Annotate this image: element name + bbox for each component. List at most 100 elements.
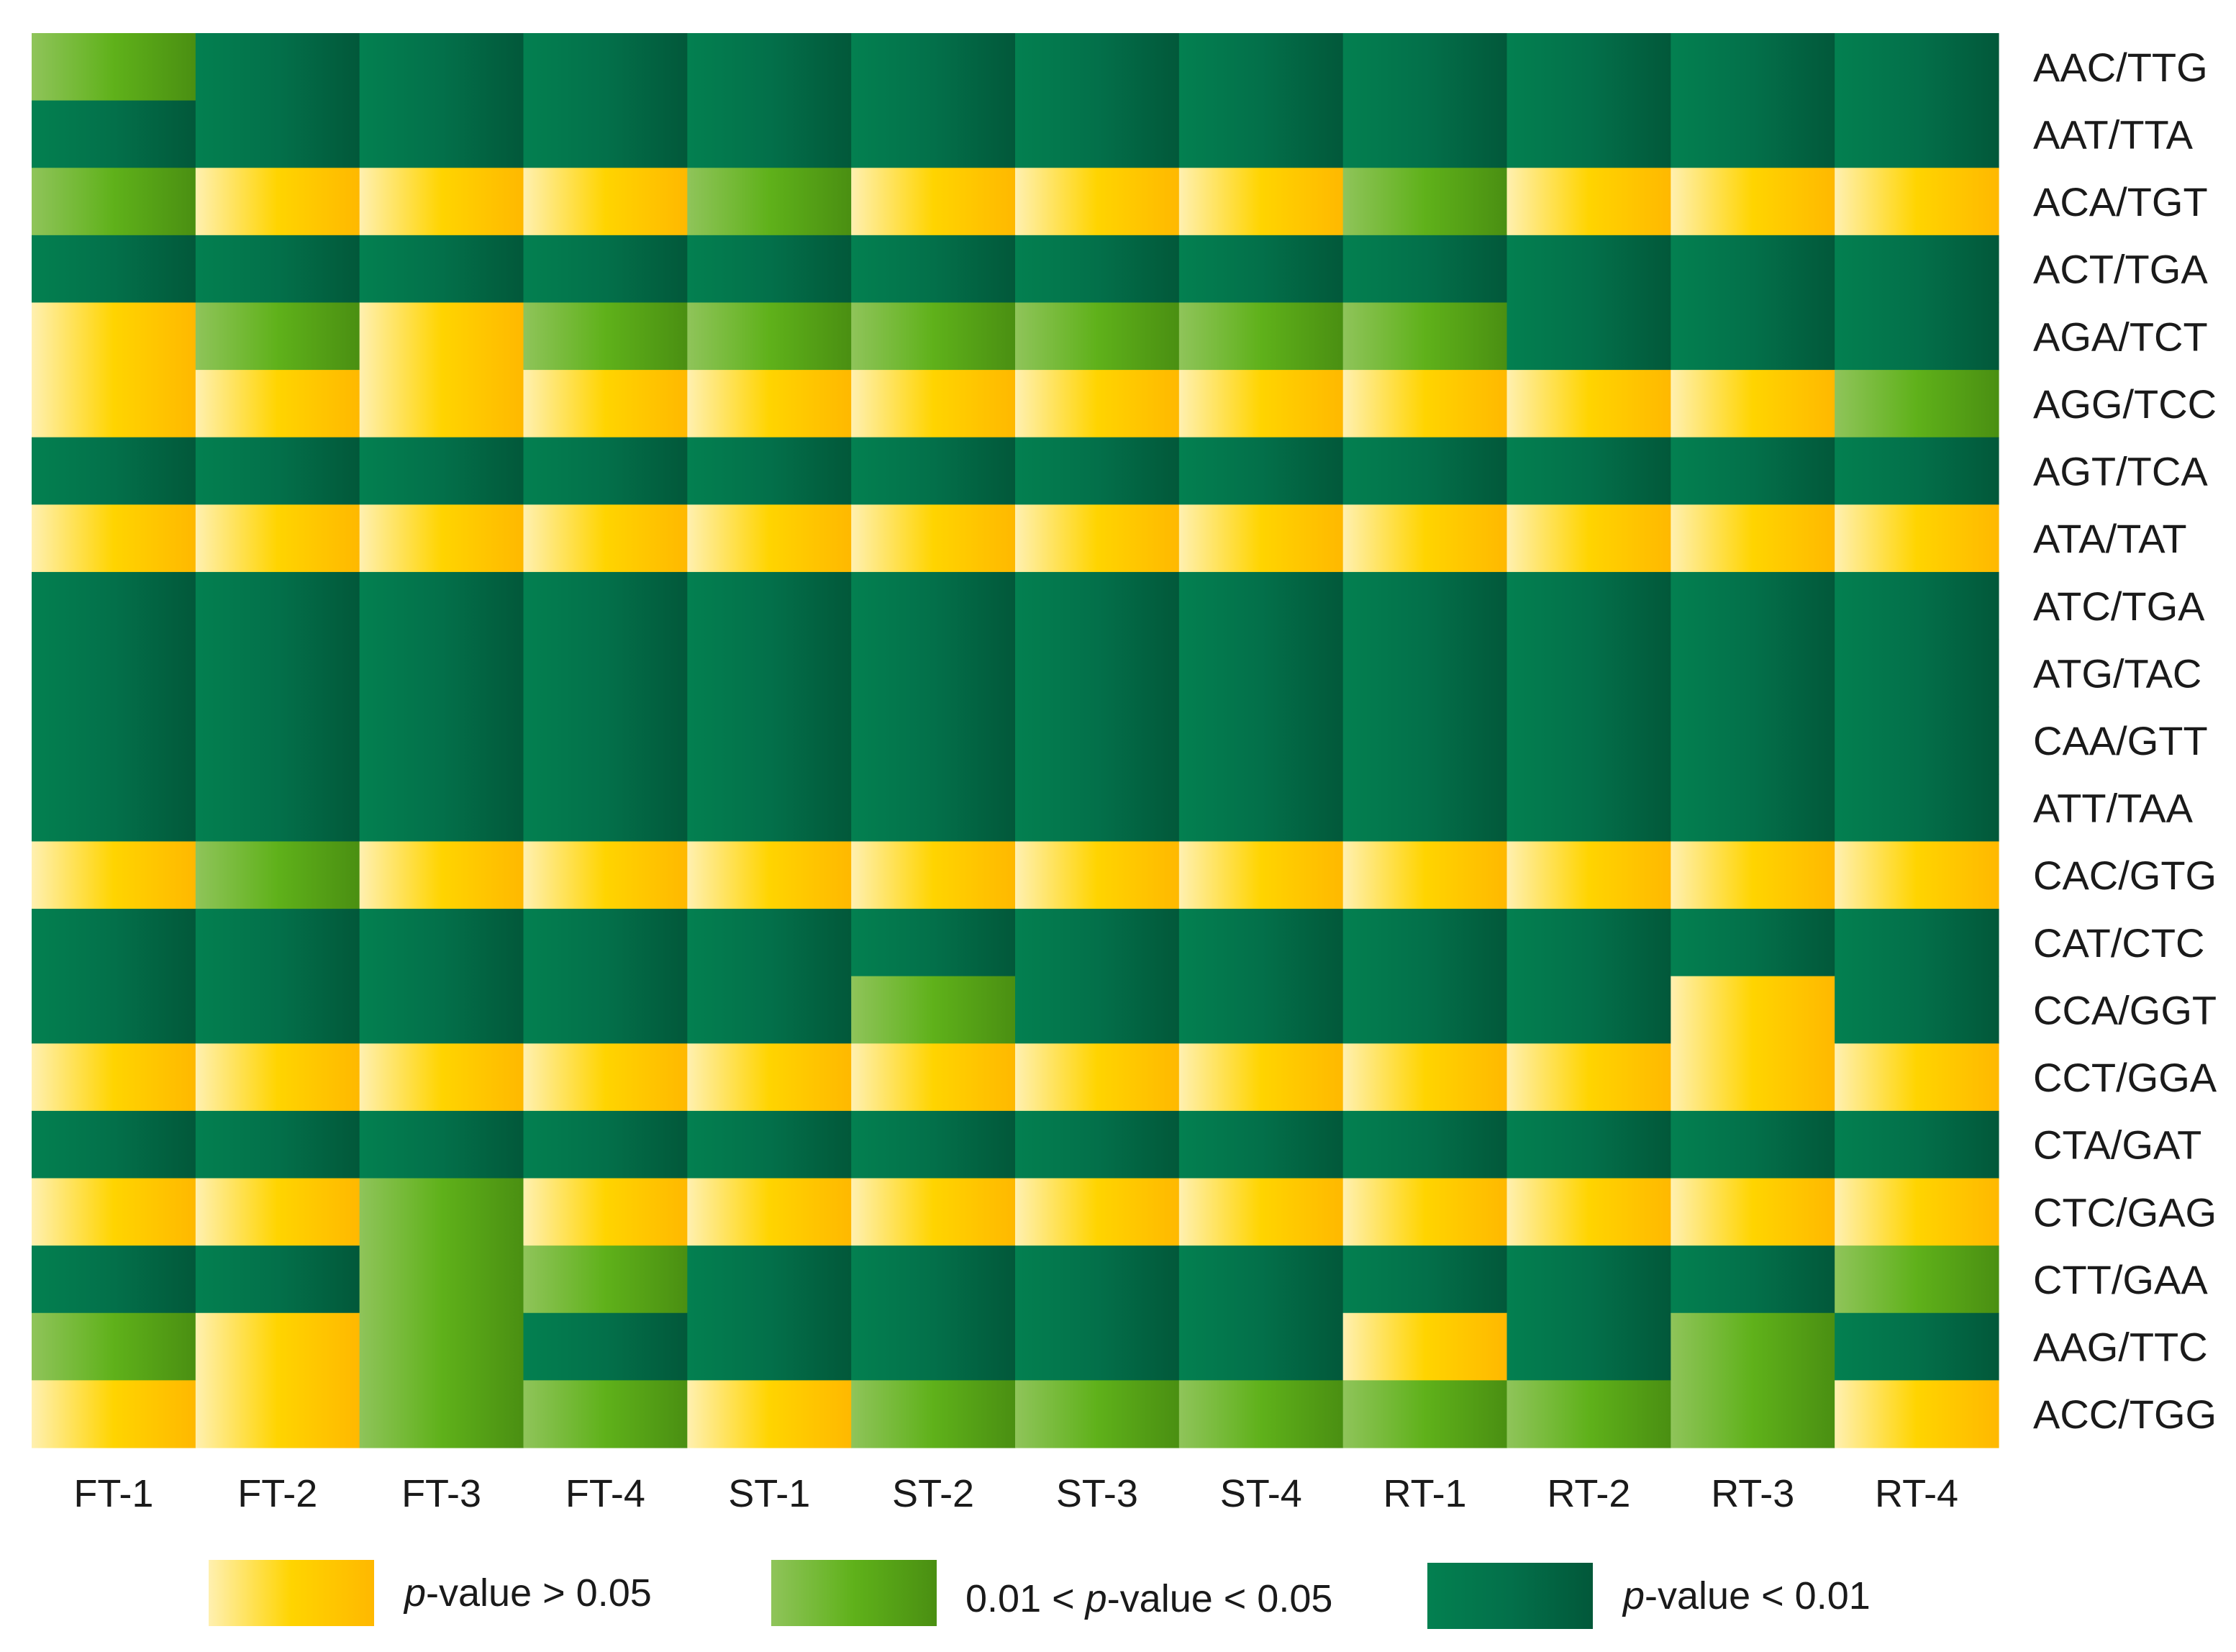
- heatmap-cell: [195, 370, 360, 438]
- heatmap-cell: [1506, 235, 1671, 304]
- heatmap-cell: [195, 437, 360, 505]
- column-label: FT-4: [565, 1472, 645, 1515]
- heatmap-cell: [851, 1178, 1016, 1246]
- heatmap-cell: [32, 909, 196, 977]
- heatmap-cell: [1835, 33, 1999, 101]
- heatmap-cell: [1178, 504, 1344, 573]
- heatmap-cell: [359, 571, 524, 640]
- heatmap-cell: [851, 571, 1016, 640]
- column-label: RT-3: [1711, 1472, 1794, 1515]
- heatmap-cell: [1342, 437, 1508, 505]
- heatmap-cell: [359, 909, 524, 977]
- heatmap-cell: [195, 909, 360, 977]
- heatmap-cell: [687, 504, 852, 573]
- heatmap-cell: [359, 437, 524, 505]
- heatmap-cell: [1015, 437, 1180, 505]
- heatmap-cell: [195, 1245, 360, 1314]
- heatmap-cell: [1342, 504, 1508, 573]
- heatmap-cell: [1671, 1178, 1835, 1246]
- heatmap-cell: [851, 437, 1016, 505]
- heatmap-cell: [523, 707, 688, 775]
- row-label: CTC/GAG: [2033, 1189, 2217, 1235]
- heatmap-cell: [1506, 707, 1671, 775]
- heatmap-cell: [1178, 1043, 1344, 1112]
- heatmap-cell: [1506, 1110, 1671, 1179]
- heatmap-cell: [1671, 302, 1835, 371]
- heatmap-cell: [1835, 168, 1999, 236]
- heatmap-cell: [1506, 773, 1671, 843]
- heatmap-cell: [851, 370, 1016, 438]
- heatmap-cell: [687, 100, 852, 168]
- heatmap-cell: [1342, 168, 1508, 236]
- heatmap-cell: [1835, 302, 1999, 371]
- heatmap-cell: [1178, 168, 1344, 236]
- heatmap-cell: [1015, 302, 1180, 371]
- heatmap-cell: [687, 1110, 852, 1179]
- heatmap-cell: [1671, 168, 1835, 236]
- heatmap-cell: [851, 976, 1016, 1044]
- heatmap-cell: [32, 302, 196, 371]
- heatmap-cell: [1671, 33, 1835, 101]
- heatmap-cell: [359, 1245, 524, 1314]
- heatmap-cell: [1342, 302, 1508, 371]
- heatmap-cell: [687, 571, 852, 640]
- heatmap-cell: [523, 841, 688, 909]
- heatmap-cell: [687, 235, 852, 304]
- heatmap-cell: [32, 437, 196, 505]
- heatmap-cell: [195, 1110, 360, 1179]
- heatmap-cell: [523, 100, 688, 168]
- heatmap-cell: [1015, 707, 1180, 775]
- heatmap-cell: [359, 235, 524, 304]
- heatmap-cell: [687, 1312, 852, 1381]
- heatmap-cell: [1671, 1043, 1835, 1112]
- heatmap-cell: [687, 841, 852, 909]
- heatmap-cell: [32, 571, 196, 640]
- heatmap-cell: [1342, 370, 1508, 438]
- heatmap-cell: [1178, 1178, 1344, 1246]
- heatmap-cell: [523, 302, 688, 371]
- heatmap-cell: [1506, 302, 1671, 371]
- row-label: ATA/TAT: [2033, 516, 2187, 561]
- heatmap-cell: [195, 33, 360, 101]
- heatmap-cell: [32, 773, 196, 843]
- heatmap-cell: [195, 707, 360, 775]
- heatmap-cell: [1506, 571, 1671, 640]
- heatmap-cell: [1015, 639, 1180, 707]
- heatmap-cell: [1671, 976, 1835, 1044]
- heatmap-cell: [1835, 707, 1999, 775]
- heatmap-cell: [32, 504, 196, 573]
- heatmap-cell: [1342, 909, 1508, 977]
- heatmap-cell: [1506, 437, 1671, 505]
- heatmap-cell: [195, 168, 360, 236]
- heatmap-cell: [687, 1178, 852, 1246]
- heatmap-cell: [1178, 100, 1344, 168]
- heatmap-cell: [523, 1043, 688, 1112]
- heatmap-cell: [687, 437, 852, 505]
- heatmap-cell: [359, 1178, 524, 1246]
- heatmap-cell: [195, 639, 360, 707]
- heatmap-cell: [851, 1312, 1016, 1381]
- heatmap-cell: [1015, 1245, 1180, 1314]
- heatmap-cell: [195, 1312, 360, 1381]
- heatmap-cell: [1506, 1043, 1671, 1112]
- heatmap-cell: [195, 773, 360, 843]
- heatmap-cell: [523, 1380, 688, 1448]
- heatmap-cell: [1342, 235, 1508, 304]
- heatmap-cell: [1342, 1312, 1508, 1381]
- heatmap-cells: [32, 33, 1999, 1448]
- heatmap-cell: [523, 571, 688, 640]
- heatmap-cell: [195, 1043, 360, 1112]
- heatmap-cell: [1342, 1043, 1508, 1112]
- heatmap-cell: [1015, 235, 1180, 304]
- heatmap-cell: [1178, 1312, 1344, 1381]
- heatmap-cell: [1015, 168, 1180, 236]
- heatmap-cell: [1015, 370, 1180, 438]
- heatmap-cell: [523, 235, 688, 304]
- heatmap-cell: [195, 100, 360, 168]
- heatmap-cell: [1178, 1110, 1344, 1179]
- heatmap-cell: [1178, 841, 1344, 909]
- heatmap-cell: [1671, 370, 1835, 438]
- row-label: AAG/TTC: [2033, 1325, 2208, 1370]
- heatmap-cell: [1015, 1178, 1180, 1246]
- heatmap-cell: [359, 504, 524, 573]
